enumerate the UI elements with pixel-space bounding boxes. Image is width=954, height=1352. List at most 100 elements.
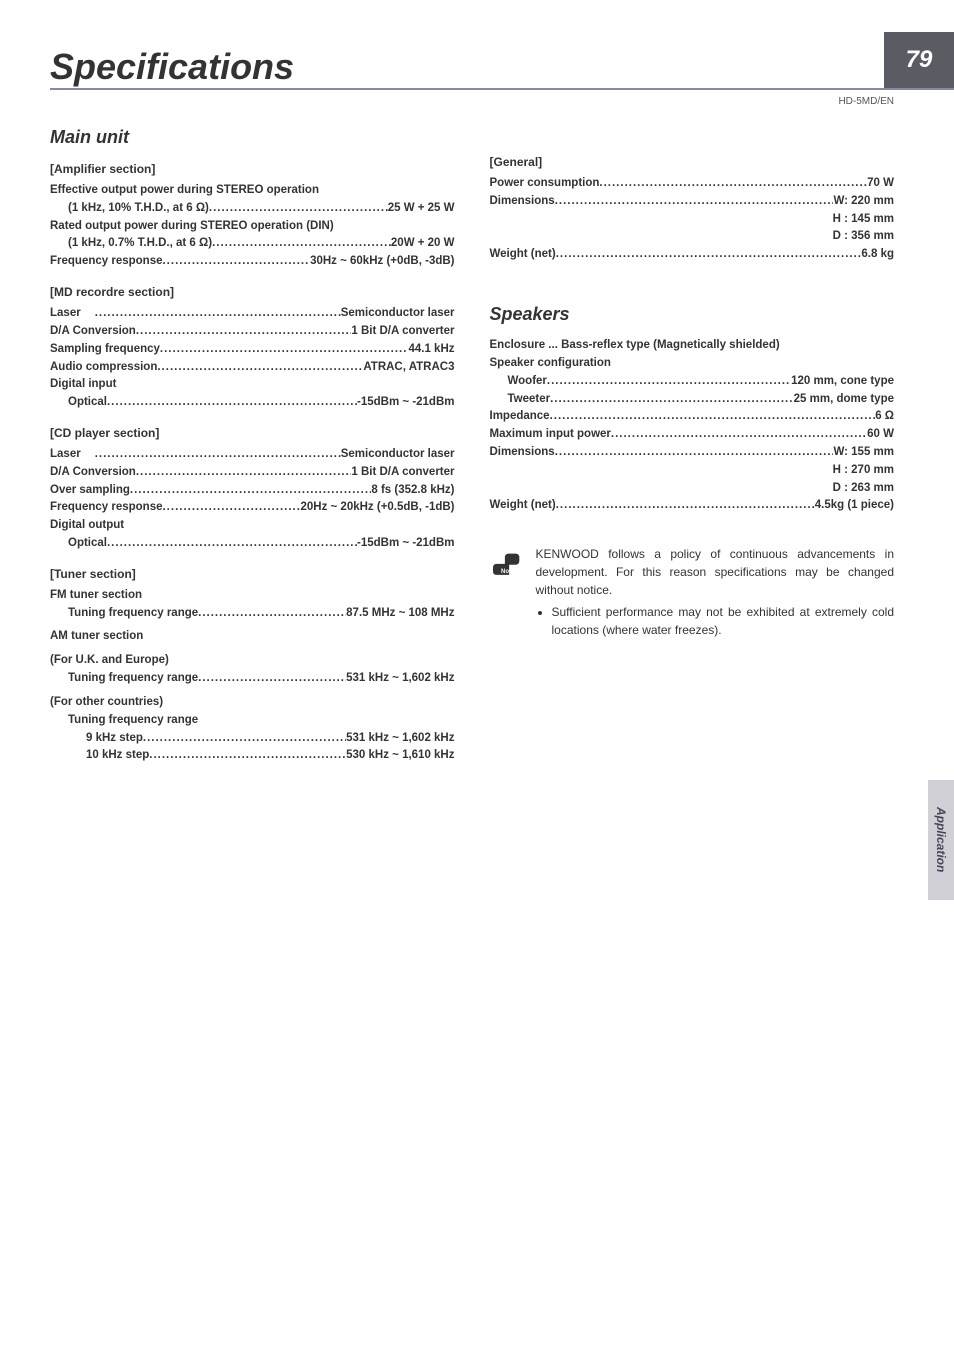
spec-row: Tuning frequency range 531 kHz ~ 1,602 kH… <box>50 670 455 688</box>
dot-leader <box>160 341 409 359</box>
spec-row: Tuning frequency range 87.5 MHz ~ 108 MHz <box>50 605 455 623</box>
md-subhead: [MD recordre section] <box>50 285 455 299</box>
dot-leader <box>555 444 834 462</box>
spec-label: Tuning frequency range <box>68 605 198 623</box>
spec-value: W: 220 mm <box>833 193 894 211</box>
spec-row: 10 kHz step 530 kHz ~ 1,610 kHz <box>50 747 455 765</box>
spec-value: 60 W <box>867 426 894 444</box>
spec-row: DimensionsW: 155 mm <box>490 444 895 462</box>
spec-label: Dimensions <box>490 193 555 211</box>
dot-leader <box>611 426 867 444</box>
spec-row: Digital output <box>50 517 455 535</box>
spec-row: D : 356 mm <box>490 228 895 246</box>
dot-leader <box>107 394 357 412</box>
spec-label: Tuning frequency range <box>68 670 198 688</box>
spec-label: (1 kHz, 0.7% T.H.D., at 6 Ω) <box>68 235 212 253</box>
dot-leader <box>550 391 794 409</box>
spec-row: Effective output power during STEREO ope… <box>50 182 455 200</box>
spec-label: Tuning frequency range <box>68 712 198 730</box>
spec-value: W: 155 mm <box>833 444 894 462</box>
spec-value: ATRAC, ATRAC3 <box>363 359 454 377</box>
spec-label: Optical <box>68 535 107 553</box>
spec-label: (1 kHz, 10% T.H.D., at 6 Ω) <box>68 200 209 218</box>
right-column: [General] Power consumption70 W Dimensio… <box>490 127 895 765</box>
spec-label: FM tuner section <box>50 587 142 605</box>
notes-bullet: Sufficient performance may not be exhibi… <box>552 603 895 639</box>
spec-row: Frequency response30Hz ~ 60kHz (+0dB, -3… <box>50 253 455 271</box>
spec-row: Audio compression ATRAC, ATRAC3 <box>50 359 455 377</box>
spec-row: H : 145 mm <box>490 211 895 229</box>
spec-label: Laser <box>50 305 81 323</box>
dot-leader <box>556 246 862 264</box>
spec-label: Weight (net) <box>490 497 556 515</box>
dot-leader <box>157 359 363 377</box>
spec-row: D : 263 mm <box>490 480 895 498</box>
dot-leader <box>136 464 352 482</box>
spec-row: (1 kHz, 10% T.H.D., at 6 Ω)25 W + 25 W <box>50 200 455 218</box>
spec-label: Speaker configuration <box>490 355 611 373</box>
spec-label: (For other countries) <box>50 694 163 712</box>
dot-leader <box>130 482 372 500</box>
spec-row: AM tuner section <box>50 628 455 646</box>
page-number: 79 <box>884 32 954 88</box>
spec-value: D : 356 mm <box>833 228 894 246</box>
spec-row: LaserSemiconductor laser <box>50 305 455 323</box>
notes-text: KENWOOD follows a policy of continuous a… <box>536 545 895 639</box>
spec-label: AM tuner section <box>50 628 143 646</box>
spec-row: Weight (net)6.8 kg <box>490 246 895 264</box>
spec-label: D/A Conversion <box>50 323 136 341</box>
left-column: Main unit [Amplifier section] Effective … <box>50 127 455 765</box>
dot-leader <box>198 670 346 688</box>
spec-row: Enclosure ... Bass-reflex type (Magnetic… <box>490 337 895 355</box>
spec-value: Bass-reflex type (Magnetically shielded) <box>561 337 780 355</box>
spec-label: Over sampling <box>50 482 130 500</box>
dot-leader <box>209 200 388 218</box>
spec-row: Speaker configuration <box>490 355 895 373</box>
amplifier-subhead: [Amplifier section] <box>50 162 455 176</box>
spec-row: 9 kHz step531 kHz ~ 1,602 kHz <box>50 730 455 748</box>
dot-leader <box>95 305 341 323</box>
dot-leader: ... <box>545 337 561 355</box>
spec-value: 120 mm, cone type <box>791 373 894 391</box>
spec-row: Dimensions W: 220 mm <box>490 193 895 211</box>
spec-value: 1 Bit D/A converter <box>351 323 454 341</box>
spec-label: Frequency response <box>50 499 162 517</box>
dot-leader <box>550 408 876 426</box>
page-title: Specifications <box>50 46 884 88</box>
spec-value: 531 kHz ~ 1,602 kHz <box>346 670 454 688</box>
spec-label: Laser <box>50 446 81 464</box>
spec-label: Audio compression <box>50 359 157 377</box>
spec-value: 530 kHz ~ 1,610 kHz <box>346 747 454 765</box>
dot-leader <box>136 323 352 341</box>
spec-label: D/A Conversion <box>50 464 136 482</box>
header-rule <box>50 88 954 90</box>
dot-leader <box>162 499 300 517</box>
spec-label: 10 kHz step <box>86 747 149 765</box>
spec-row: Tuning frequency range <box>50 712 455 730</box>
dot-leader <box>556 497 815 515</box>
general-subhead: [General] <box>490 155 895 169</box>
dot-leader <box>149 747 346 765</box>
spec-label: Woofer <box>508 373 547 391</box>
spec-value: H : 270 mm <box>833 462 894 480</box>
spec-row: Power consumption70 W <box>490 175 895 193</box>
spec-label: Digital output <box>50 517 124 535</box>
dot-leader <box>599 175 867 193</box>
notes-paragraph: KENWOOD follows a policy of continuous a… <box>536 545 895 599</box>
spec-value: 1 Bit D/A converter <box>351 464 454 482</box>
spec-value: -15dBm ~ -21dBm <box>357 535 454 553</box>
spec-value: 20Hz ~ 20kHz (+0.5dB, -1dB) <box>300 499 454 517</box>
spec-row: Digital input <box>50 376 455 394</box>
spec-value: 6.8 kg <box>861 246 894 264</box>
dot-leader <box>143 730 346 748</box>
spec-row: (For U.K. and Europe) <box>50 652 455 670</box>
cd-subhead: [CD player section] <box>50 426 455 440</box>
dot-leader <box>555 193 834 211</box>
spec-row: LaserSemiconductor laser <box>50 446 455 464</box>
spec-value: 87.5 MHz ~ 108 MHz <box>346 605 454 623</box>
spec-row: Maximum input power60 W <box>490 426 895 444</box>
dot-leader <box>212 235 391 253</box>
dot-leader <box>198 605 346 623</box>
spec-value: 30Hz ~ 60kHz (+0dB, -3dB) <box>310 253 454 271</box>
product-code: HD-5MD/EN <box>0 96 954 107</box>
